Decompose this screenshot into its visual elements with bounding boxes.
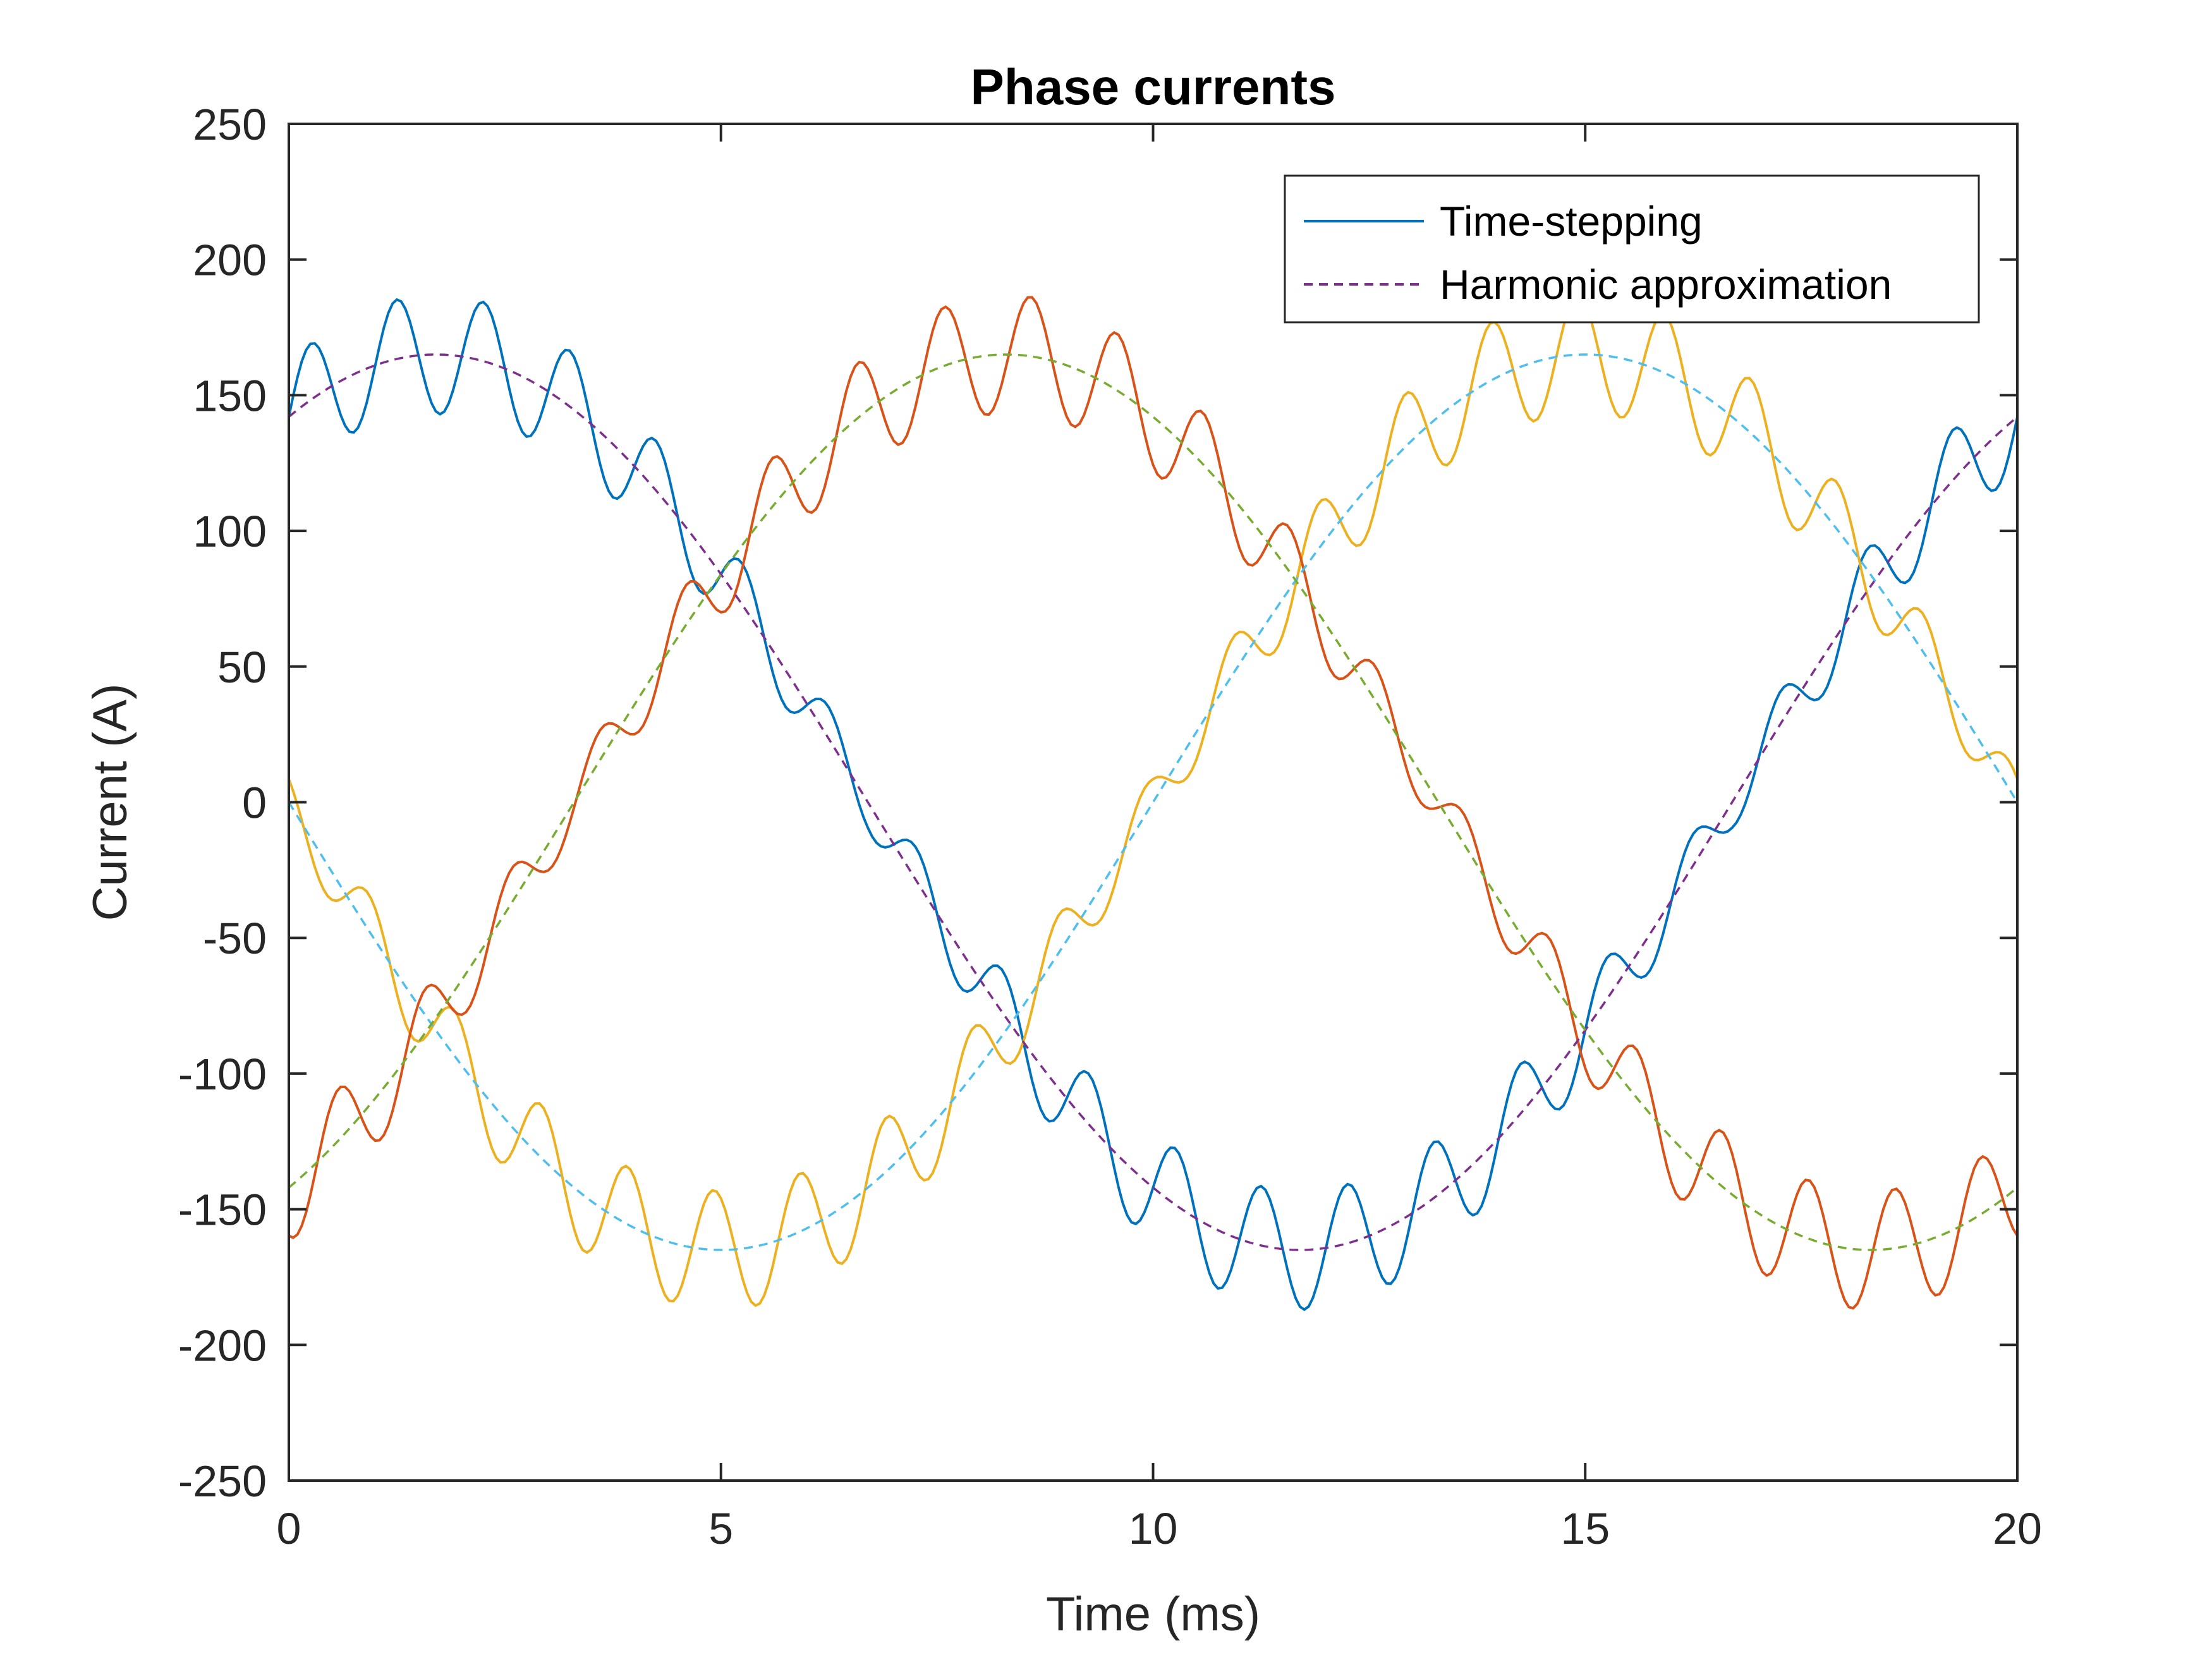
legend-label-time-stepping: Time-stepping (1440, 198, 1703, 245)
time-stepping-phase-1-line (288, 298, 2019, 1311)
tick-layer: 0 5 10 15 20 -250 -200 -150 -100 -50 0 50 100 150 200 2… (178, 100, 2042, 1553)
y-tick-label: 250 (193, 100, 267, 149)
y-tick-label: -150 (178, 1185, 267, 1235)
x-tick-label: 0 (277, 1504, 301, 1553)
x-tick-label: 20 (1993, 1504, 2042, 1553)
y-tick-label: 200 (193, 236, 267, 285)
chart-title: Phase currents (970, 59, 1335, 115)
y-tick-label: -200 (178, 1321, 267, 1370)
plot-frame (288, 123, 2019, 1482)
harmonic-phase-3-line (288, 353, 2019, 1251)
legend-label-harmonic-approximation: Harmonic approximation (1440, 261, 1892, 308)
legend: Time-stepping Harmonic approximation (1284, 174, 1980, 324)
time-stepping-phase-3-line (288, 296, 2019, 1310)
series-layer (288, 294, 2019, 1311)
y-tick-label: -100 (178, 1050, 267, 1099)
legend-box (1284, 174, 1980, 324)
time-stepping-phase-2-line (288, 294, 2019, 1307)
x-axis-label: Time (ms) (1046, 1587, 1260, 1641)
y-tick-label: -50 (203, 914, 267, 963)
x-tick-label: 15 (1560, 1504, 1610, 1553)
y-tick-label: 50 (217, 643, 267, 692)
y-tick-label: 100 (193, 507, 267, 556)
x-tick-label: 5 (708, 1504, 733, 1553)
y-tick-label: 150 (193, 371, 267, 420)
y-tick-label: 0 (242, 779, 267, 828)
x-tick-label: 10 (1129, 1504, 1178, 1553)
y-tick-label: -250 (178, 1457, 267, 1506)
y-axis-label: Current (A) (83, 684, 137, 921)
